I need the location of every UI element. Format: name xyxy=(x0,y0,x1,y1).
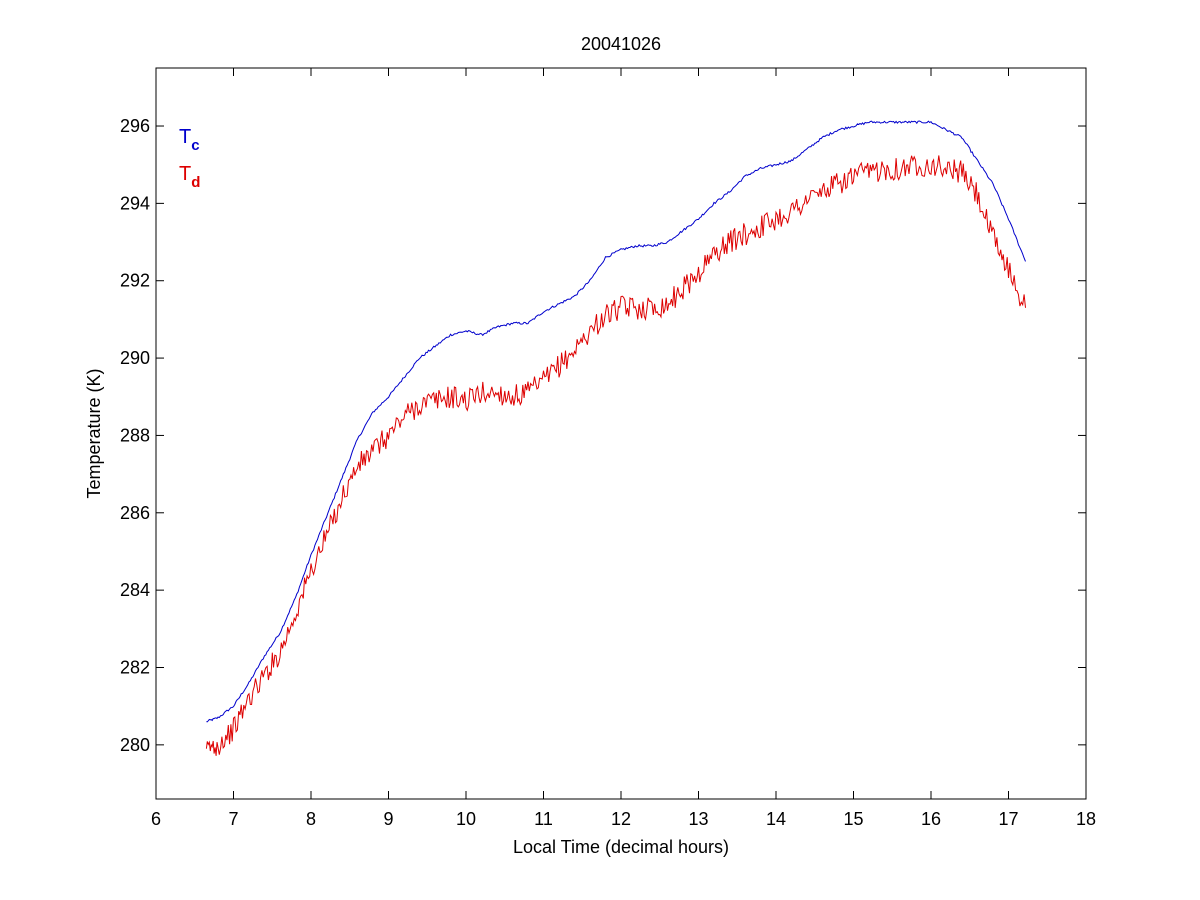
x-tick-label: 7 xyxy=(228,809,238,829)
x-tick-label: 10 xyxy=(456,809,476,829)
legend-entry-1: Td xyxy=(179,163,200,191)
legend-entry-0: Tc xyxy=(179,126,200,154)
y-axis: 280 282 284 286 288 290 292 294 296 xyxy=(120,116,1086,755)
x-tick-label: 15 xyxy=(843,809,863,829)
x-tick-label: 12 xyxy=(611,809,631,829)
x-tick-label: 6 xyxy=(151,809,161,829)
chart-title: 20041026 xyxy=(581,34,661,54)
x-tick-label: 9 xyxy=(383,809,393,829)
legend-subscript: d xyxy=(191,174,200,191)
x-axis-label: Local Time (decimal hours) xyxy=(513,837,729,857)
y-tick-label: 280 xyxy=(120,735,150,755)
x-tick-label: 16 xyxy=(921,809,941,829)
series-layer xyxy=(205,120,1026,756)
x-tick-label: 14 xyxy=(766,809,786,829)
y-tick-label: 292 xyxy=(120,271,150,291)
y-tick-label: 286 xyxy=(120,503,150,523)
x-axis: 6 7 8 9 10 11 12 13 14 15 16 17 18 xyxy=(151,68,1096,829)
x-tick-label: 11 xyxy=(534,809,553,829)
y-tick-label: 290 xyxy=(120,348,150,368)
y-tick-label: 282 xyxy=(120,657,150,677)
plot-area xyxy=(155,67,1087,800)
legend-main: T xyxy=(179,126,191,148)
x-tick-label: 8 xyxy=(306,809,316,829)
legend-subscript: c xyxy=(191,137,199,154)
y-tick-label: 288 xyxy=(120,425,150,445)
series-line-0 xyxy=(206,120,1026,723)
x-tick-label: 13 xyxy=(688,809,708,829)
y-tick-label: 284 xyxy=(120,580,150,600)
x-tick-label: 18 xyxy=(1076,809,1096,829)
y-axis-label: Temperature (K) xyxy=(84,368,104,498)
x-tick-label: 17 xyxy=(998,809,1018,829)
series-line-1 xyxy=(205,155,1026,756)
y-tick-label: 294 xyxy=(120,193,150,213)
legend-main: T xyxy=(179,163,191,185)
y-tick-label: 296 xyxy=(120,116,150,136)
